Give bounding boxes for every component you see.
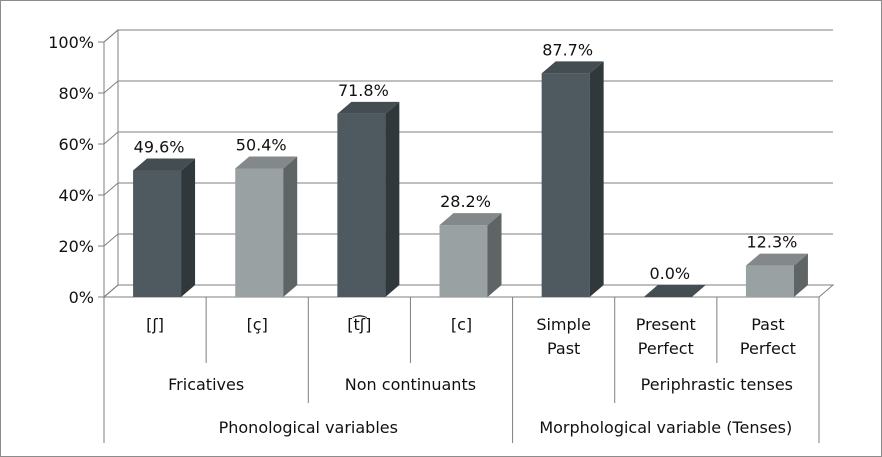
data-label: 49.6% [134, 138, 185, 157]
data-label: 87.7% [542, 40, 593, 59]
y-tick-label: 40% [58, 186, 94, 205]
data-label: 0.0% [649, 264, 690, 283]
y-tick-label: 100% [48, 33, 94, 52]
category-label: [ʃ] [146, 315, 164, 334]
data-label: 71.8% [338, 81, 389, 100]
y-tick-label: 20% [58, 237, 94, 256]
category-label: [t͡ʃ] [347, 314, 371, 334]
category-label: [ç] [247, 315, 268, 334]
bar-side [589, 61, 604, 297]
bar-front [439, 225, 488, 297]
bar-front [133, 170, 182, 297]
bar [133, 158, 196, 297]
bar-side [181, 158, 196, 297]
group-label: Fricatives [168, 375, 244, 394]
category-label: Present [636, 315, 696, 334]
data-label: 28.2% [440, 192, 491, 211]
gridline [103, 80, 833, 94]
bar-side [283, 156, 298, 297]
group-label: Morphological variable (Tenses) [539, 418, 792, 437]
category-label: [c] [451, 315, 472, 334]
category-label: Past [547, 339, 580, 358]
gridline [103, 131, 833, 145]
bar [541, 61, 604, 298]
y-tick-label: 0% [69, 288, 94, 307]
bar [439, 213, 502, 297]
bar-front [745, 265, 794, 297]
category-label: Perfect [740, 339, 796, 358]
bar [337, 101, 400, 297]
data-label: 50.4% [236, 135, 287, 154]
bar-front [541, 73, 590, 298]
y-tick-label: 60% [58, 135, 94, 154]
y-tick-label: 80% [58, 84, 94, 103]
bar-top [541, 61, 604, 74]
bar-top [133, 158, 196, 171]
bar [235, 156, 298, 297]
bar-top [235, 156, 298, 169]
bar [643, 285, 706, 297]
bar-top [745, 253, 808, 266]
category-label: Perfect [638, 339, 694, 358]
gridline [103, 29, 833, 43]
bar-top [439, 213, 502, 226]
bar-side [487, 213, 502, 297]
category-label: Simple [536, 315, 591, 334]
side-wall [103, 28, 119, 299]
data-label: 12.3% [747, 233, 798, 252]
group-label: Non continuants [345, 375, 476, 394]
bar-front [235, 168, 284, 297]
bar [745, 253, 808, 297]
bar-top [337, 101, 400, 114]
bar-side [385, 101, 400, 297]
category-label: Past [751, 315, 784, 334]
group-label: Periphrastic tenses [641, 375, 793, 394]
bar-front [337, 113, 386, 297]
group-label: Phonological variables [219, 418, 398, 437]
bar-top [643, 285, 706, 297]
bar-side [793, 253, 808, 297]
